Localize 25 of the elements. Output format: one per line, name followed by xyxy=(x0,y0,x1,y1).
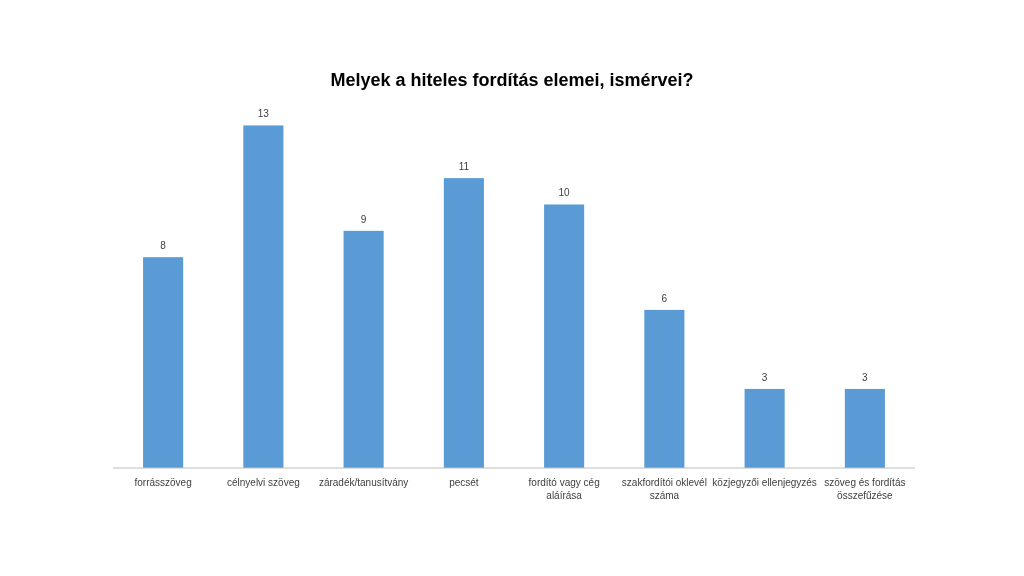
bar xyxy=(544,204,585,468)
bar xyxy=(243,125,284,468)
data-label: 6 xyxy=(661,292,668,304)
data-label: 8 xyxy=(160,240,167,252)
bar xyxy=(644,309,685,468)
bar xyxy=(844,388,885,468)
bar xyxy=(443,178,484,468)
x-tick-label: célnyelvi szöveg xyxy=(226,477,300,488)
x-tick-label: záradék/tanusítvány xyxy=(318,477,409,488)
chart-title: Melyek a hiteles fordítás elemei, ismérvei? xyxy=(330,70,694,90)
data-label: 3 xyxy=(862,371,869,383)
x-tick-label: szakfordítói oklevél száma xyxy=(621,477,707,501)
data-label: 9 xyxy=(360,213,367,225)
x-tick-label: szöveg és fordítás összefűzése xyxy=(824,477,906,501)
bar xyxy=(343,230,384,468)
x-tick-label: pecsét xyxy=(449,477,479,488)
data-label: 10 xyxy=(558,187,571,199)
x-tick-label: fordító vagy cég aláírása xyxy=(528,477,600,501)
data-label: 11 xyxy=(458,161,470,173)
x-tick-label: közjegyzői ellenjegyzés xyxy=(712,477,817,488)
bar xyxy=(143,257,184,468)
data-label: 3 xyxy=(761,371,768,383)
data-label: 13 xyxy=(257,108,270,120)
bar xyxy=(744,388,785,468)
x-tick-label: forrásszöveg xyxy=(134,477,192,488)
